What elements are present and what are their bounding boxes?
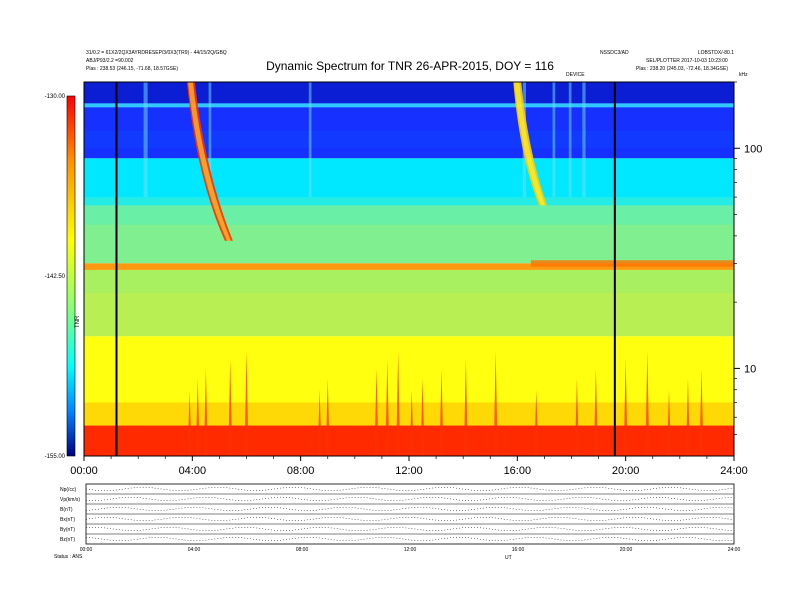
bottom-row-label-0: Np(/cc): [60, 487, 76, 493]
bottom-footer-status: Status : ANS: [54, 554, 83, 560]
drift-streak-6: [582, 82, 586, 198]
noise-spike-8: [385, 359, 390, 456]
header-left-2: ABJ/P93/2.2 =90.002: [86, 58, 134, 64]
noise-spike-4: [244, 350, 249, 456]
x-tick-label-0: 00:00: [70, 465, 98, 477]
bottom-row-label-1: Vp(km/s): [60, 497, 80, 503]
noise-spike-22: [699, 368, 704, 456]
header-right-top: LOBSTDX/-80.1: [698, 50, 734, 56]
chart-title: Dynamic Spectrum for TNR 26-APR-2015, DO…: [266, 59, 554, 73]
bottom-tick-5: 20:00: [620, 547, 633, 553]
type-III-burst-2-core: [514, 82, 545, 206]
noise-spike-21: [685, 378, 690, 456]
bottom-tick-6: 24:00: [728, 547, 741, 553]
orange-band: [84, 402, 734, 426]
x-axis: 00:00 04:00 08:00 12:00 16:00 20:00 24:00: [70, 456, 748, 477]
bottom-trace-5: [85, 537, 735, 542]
noise-spike-2: [203, 368, 208, 456]
x-tick-label-6: 24:00: [720, 465, 748, 477]
header-right-2: SEL/PLOTTER 2017-10-03 10:23:00: [646, 58, 728, 64]
top-stripe-light: [84, 103, 734, 108]
radio-bursts: [186, 82, 547, 241]
band-cyan: [84, 158, 734, 206]
header-left-1: 31/0.2 = 61X2/2QX3AYRDRESEP/3/0X3(TR9) -…: [86, 50, 227, 56]
noise-spike-19: [645, 350, 650, 456]
bottom-panels: Np(/cc) Vp(km/s) B(nT) Bx(nT) By(nT) Bz(nT) 00…: [54, 483, 741, 561]
colorbar-label: TNR: [75, 315, 81, 328]
x-tick-label-5: 20:00: [612, 465, 640, 477]
noise-spike-9: [396, 350, 401, 456]
noise-spike-7: [374, 368, 379, 456]
x-tick-label-3: 12:00: [395, 465, 423, 477]
noise-spike-14: [493, 350, 498, 456]
band-green-upper: [84, 205, 734, 264]
bottom-row-label-4: By(nT): [60, 527, 75, 533]
time-markers: [115, 82, 616, 456]
bottom-tick-4: 16:00: [512, 547, 525, 553]
noise-spike-11: [420, 378, 425, 456]
noise-spike-18: [623, 359, 628, 456]
bottom-x-label: UT: [505, 555, 512, 561]
bottom-trace-3: [85, 516, 735, 521]
spectrum-texture: [84, 82, 734, 456]
top-stripe-dark: [84, 82, 734, 104]
band-plasma-line: [84, 263, 734, 270]
bottom-row-label-5: Bz(nT): [60, 537, 75, 543]
event-label: DEVICE: [566, 72, 585, 78]
type-III-burst-1: [186, 82, 233, 241]
colorbar: [66, 95, 76, 457]
colorbar-tick-1: -142.50: [45, 274, 66, 280]
bottom-row-label-2: B(nT): [60, 507, 73, 513]
x-tick-label-2: 08:00: [287, 465, 315, 477]
noise-spike-10: [409, 389, 414, 456]
colorbar-tick-0: -130.00: [45, 94, 66, 100]
bottom-trace-4: [85, 526, 735, 532]
drift-streak-2: [308, 82, 312, 198]
noise-spike-5: [317, 389, 322, 456]
drift-streak-4: [552, 82, 556, 198]
type-III-burst-1-core: [187, 82, 231, 241]
bottom-trace-0: [85, 486, 735, 492]
noise-spike-17: [593, 368, 598, 456]
noise-spike-16: [574, 378, 579, 456]
y-tick-label-0: 100: [744, 143, 762, 155]
spectrogram-plot: [84, 82, 734, 456]
bottom-tick-1: 04:00: [188, 547, 201, 553]
bottom-tick-2: 08:00: [296, 547, 309, 553]
x-tick-label-1: 04:00: [179, 465, 207, 477]
noise-spike-13: [463, 359, 468, 456]
drift-streak-5: [568, 82, 572, 198]
bottom-tick-0: 00:00: [80, 547, 93, 553]
bottom-trace-1: [85, 496, 735, 501]
header-right-1: NSSDC3/AD: [600, 50, 629, 56]
noise-spike-12: [439, 368, 444, 456]
lower-green-yellow: [84, 293, 734, 337]
upper-blue-layer: [84, 130, 734, 149]
noise-spike-15: [534, 389, 539, 456]
header-right-3: Plas : 238.20 (245.03, -72.46, 18.34GSE): [636, 66, 728, 72]
bottom-row-label-3: Bx(nT): [60, 517, 75, 523]
colorbar-ticks: -130.00 -142.50 -155.00: [45, 94, 66, 460]
noise-spike-6: [325, 378, 330, 456]
x-tick-label-4: 16:00: [504, 465, 532, 477]
noise-spike-20: [667, 389, 671, 456]
green-cyan-transition: [84, 197, 734, 225]
band-red-base: [84, 425, 734, 456]
noise-spike-1: [195, 378, 200, 456]
drift-streak-0: [143, 82, 148, 198]
bottom-trace-2: [85, 506, 735, 511]
unit-label: kHz: [739, 72, 748, 78]
colorbar-tick-2: -155.00: [45, 454, 66, 460]
noise-spike-3: [228, 359, 233, 456]
plasma-line-shift: [530, 260, 734, 267]
drift-streak-1: [208, 82, 212, 198]
header-left-3: Plas : 238.53 (246.15, -71.68, 18.57GSE): [86, 66, 178, 72]
noise-spike-0: [187, 389, 192, 456]
bottom-tick-3: 12:00: [404, 547, 417, 553]
y-tick-label-1: 10: [744, 363, 756, 375]
y-axis: 100 10: [734, 81, 762, 436]
